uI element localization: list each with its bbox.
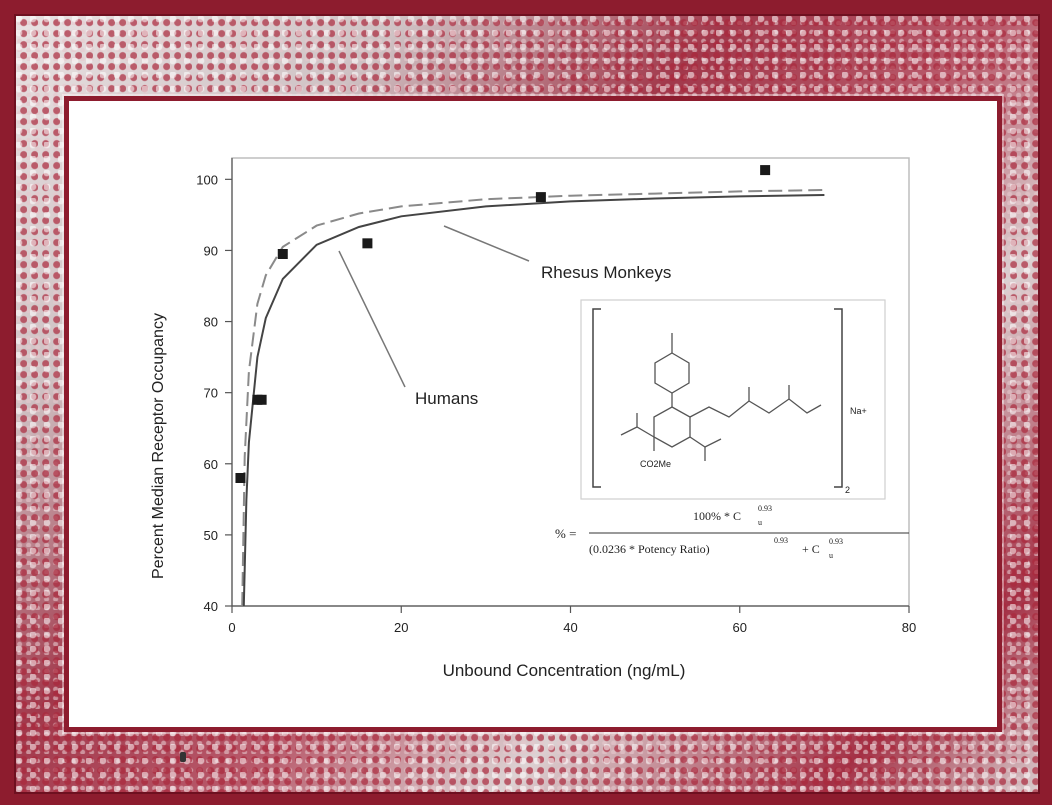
y-tick-label: 40 bbox=[204, 599, 218, 614]
bracket-subscript: 2 bbox=[845, 485, 850, 495]
chemical-structure-inset: CO2Me Na+ 2 bbox=[580, 299, 886, 500]
y-tick-label: 100 bbox=[196, 172, 218, 187]
data-points bbox=[235, 165, 771, 483]
ester-label: CO2Me bbox=[640, 459, 671, 469]
rhesus-monkeys-label: Rhesus Monkeys bbox=[541, 263, 671, 282]
y-tick-label: 70 bbox=[204, 386, 218, 401]
data-point bbox=[362, 238, 373, 249]
y-tick-label: 50 bbox=[204, 528, 218, 543]
rhesus-monkeys-curve bbox=[241, 189, 825, 607]
svg-text:0.93: 0.93 bbox=[774, 536, 788, 545]
x-tick-label: 0 bbox=[228, 620, 235, 635]
humans-curve bbox=[242, 194, 825, 607]
rhesus-leader-line bbox=[443, 225, 530, 262]
x-tick-label: 20 bbox=[394, 620, 408, 635]
chart-card: 40 50 60 70 80 90 100 0 20 40 60 80 Unbound Concen… bbox=[64, 96, 1002, 732]
y-tick-label: 60 bbox=[204, 457, 218, 472]
humans-label: Humans bbox=[415, 389, 478, 408]
chart-svg: 40 50 60 70 80 90 100 0 20 40 60 80 Unbound Concen… bbox=[150, 157, 916, 680]
svg-text:% =: % = bbox=[555, 526, 576, 541]
y-tick-label: 90 bbox=[204, 243, 218, 258]
data-point bbox=[535, 192, 546, 203]
data-point bbox=[235, 473, 246, 483]
x-axis-ticks: 0 20 40 60 80 bbox=[228, 606, 916, 635]
data-point bbox=[256, 394, 267, 405]
x-axis-label: Unbound Concentration (ng/mL) bbox=[443, 661, 686, 680]
y-axis-label: Percent Median Receptor Occupancy bbox=[150, 313, 167, 579]
decorative-mark bbox=[180, 752, 186, 762]
fitted-curves bbox=[241, 189, 825, 607]
y-axis-ticks: 40 50 60 70 80 90 100 bbox=[196, 172, 232, 614]
y-tick-label: 80 bbox=[204, 315, 218, 330]
x-tick-label: 60 bbox=[733, 620, 747, 635]
svg-text:0.93: 0.93 bbox=[829, 537, 843, 546]
svg-text:u: u bbox=[829, 551, 833, 560]
svg-text:100% * C: 100% * C bbox=[693, 509, 741, 523]
data-point bbox=[760, 165, 771, 176]
svg-text:u: u bbox=[758, 518, 762, 527]
svg-text:0.93: 0.93 bbox=[758, 504, 772, 513]
x-tick-label: 40 bbox=[563, 620, 577, 635]
counterion-label: Na+ bbox=[850, 406, 867, 416]
occupancy-equation: % = 100% * C u 0.93 (0.0236 * Potency Ra… bbox=[555, 504, 909, 560]
svg-text:(0.0236 * Potency Ratio): (0.0236 * Potency Ratio) bbox=[589, 542, 710, 556]
x-tick-label: 80 bbox=[902, 620, 916, 635]
svg-text:+ C: + C bbox=[802, 542, 820, 556]
data-point bbox=[277, 249, 288, 259]
humans-leader-line bbox=[338, 250, 406, 388]
